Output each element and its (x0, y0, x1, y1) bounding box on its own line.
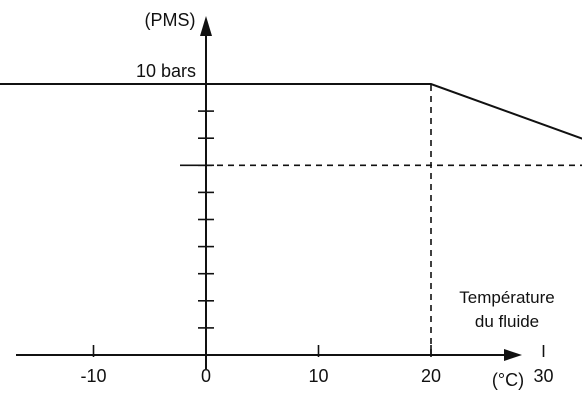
x-axis-label-line2: du fluide (475, 312, 539, 331)
x-axis-label-line1: Température (459, 288, 554, 307)
x-tick-label: -10 (80, 366, 106, 386)
axes (16, 16, 545, 369)
y-value-label: 10 bars (136, 61, 196, 81)
labels-layer: (PMS) 10 bars Température du fluide (°C)… (80, 10, 554, 390)
x-tick-label: 30 (533, 366, 553, 386)
y-axis-arrow (200, 16, 212, 36)
x-axis-unit: (°C) (492, 370, 524, 390)
y-axis-label: (PMS) (145, 10, 196, 30)
x-tick-label: 20 (421, 366, 441, 386)
x-tick-label: 0 (201, 366, 211, 386)
x-tick-label: 10 (308, 366, 328, 386)
x-axis-arrow (504, 349, 522, 361)
series-layer (0, 83, 582, 140)
series-line-0 (0, 83, 582, 140)
reference-lines (206, 84, 582, 355)
